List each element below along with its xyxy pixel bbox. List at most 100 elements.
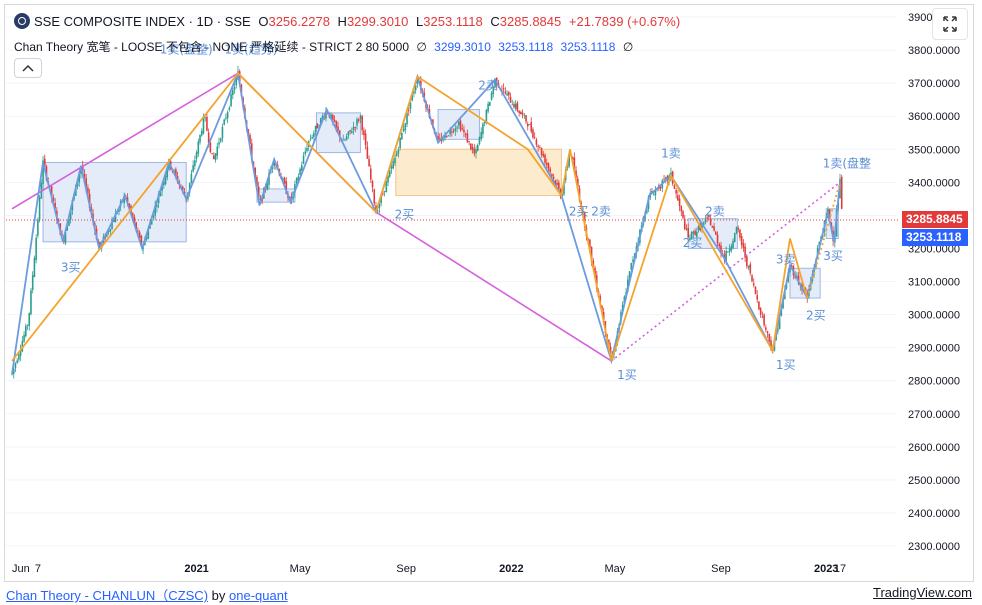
signal-label: 2卖: [478, 79, 498, 93]
candle-body: [406, 112, 408, 125]
candle-body: [735, 227, 738, 233]
collapse-legend-button[interactable]: [14, 58, 42, 78]
candle-body: [709, 219, 712, 226]
candle-body: [147, 228, 150, 239]
candle-body: [295, 178, 298, 184]
candle-body: [454, 128, 457, 132]
signal-label: 1卖: [661, 147, 681, 161]
candle-body: [368, 158, 370, 167]
candle-body: [230, 94, 232, 107]
candle-body: [471, 146, 474, 150]
candle-body: [632, 259, 634, 262]
fullscreen-button[interactable]: [932, 8, 968, 40]
candle-body: [765, 327, 767, 330]
candle-body: [413, 90, 415, 94]
candle-body: [663, 178, 665, 180]
candle-body: [223, 119, 225, 125]
y-tick-label: 3100.0000: [908, 277, 960, 289]
y-tick-label: 2600.0000: [908, 442, 960, 454]
candle-body: [551, 174, 553, 177]
candle-body: [380, 194, 382, 204]
candle-body: [468, 141, 470, 143]
candle-body: [21, 341, 24, 352]
indicator-legend[interactable]: Chan Theory 宽笔 - LOOSE 不包含 - NONE 严格延续 -…: [14, 38, 637, 55]
candle-body: [294, 184, 296, 193]
candle-body: [528, 124, 531, 126]
candle-body: [727, 251, 729, 253]
candle-body: [721, 253, 724, 255]
candle-body: [521, 112, 524, 115]
candle-body: [356, 119, 358, 126]
y-tick-label: 3600.0000: [908, 111, 960, 123]
candle-body: [532, 129, 534, 138]
candle-body: [378, 203, 381, 209]
candle-body: [197, 141, 200, 154]
candle-body: [568, 154, 570, 167]
candle-body: [99, 242, 101, 247]
y-tick-label: 2500.0000: [908, 475, 960, 487]
x-tick-label: Sep: [711, 563, 731, 575]
script-credit: Chan Theory - CHANLUN（CZSC) by one-quant: [6, 585, 288, 604]
candle-body: [623, 296, 626, 304]
candle-body: [716, 234, 719, 244]
signal-label: 3卖: [776, 252, 796, 266]
candle-body: [352, 126, 355, 131]
candle-body: [563, 182, 565, 195]
open-value: 3256.2278: [268, 14, 330, 29]
last-close-price-tag: 3285.8845: [902, 211, 968, 228]
tradingview-brand-link[interactable]: TradingView.com: [873, 585, 972, 600]
candle-body: [701, 223, 703, 230]
candle-body: [416, 79, 419, 84]
indicator-empty-mark: ∅: [416, 40, 427, 54]
symbol-title[interactable]: SSE COMPOSITE INDEX · 1D · SSE: [34, 14, 251, 29]
candle-body: [118, 207, 120, 212]
candle-body: [544, 154, 546, 163]
candle-body: [385, 180, 388, 193]
indicator-value-1: 3299.3010: [434, 40, 491, 54]
candle-body: [388, 170, 391, 177]
candle-body: [345, 136, 348, 140]
candle-body: [746, 256, 748, 266]
indicator-title[interactable]: Chan Theory 宽笔 - LOOSE 不包含 - NONE 严格延续 -…: [14, 40, 409, 54]
author-link[interactable]: one-quant: [229, 588, 288, 603]
last-low-price-tag: 3253.1118: [902, 229, 968, 246]
candle-body: [123, 195, 125, 204]
signal-label: 2买: [683, 236, 703, 250]
x-tick-label: Sep: [396, 563, 416, 575]
candle-body: [192, 165, 194, 172]
candle-body: [451, 131, 453, 133]
candle-body: [504, 91, 507, 94]
candle-body: [333, 120, 336, 122]
chart-frame: [4, 4, 974, 582]
candle-body: [226, 111, 229, 119]
candle-body: [751, 275, 753, 282]
candle-body: [321, 116, 324, 120]
candle-body: [402, 129, 405, 132]
candle-body: [404, 123, 407, 131]
candle-body: [683, 218, 686, 230]
signal-label: 2卖: [705, 204, 725, 218]
candle-body: [520, 112, 522, 115]
candle-body: [752, 283, 755, 286]
candle-body: [554, 180, 557, 185]
candle-body: [523, 114, 526, 116]
candle-body: [283, 177, 286, 184]
indicator-value-3: 3253.1118: [560, 40, 616, 54]
candle-body: [161, 185, 163, 191]
candle-body: [26, 325, 29, 326]
candle-body: [742, 243, 745, 248]
candle-body: [411, 93, 413, 101]
candle-body: [364, 133, 367, 146]
candle-body: [485, 109, 488, 123]
y-tick-label: 3400.0000: [908, 177, 960, 189]
close-label: C: [490, 14, 500, 29]
candle-body: [18, 354, 20, 360]
script-link[interactable]: Chan Theory - CHANLUN（CZSC): [6, 588, 209, 603]
candle-body: [140, 236, 143, 247]
candle-body: [361, 116, 363, 131]
candle-body: [216, 146, 219, 156]
candle-body: [301, 164, 303, 171]
candle-body: [43, 158, 46, 167]
high-value: 3299.3010: [346, 14, 409, 29]
